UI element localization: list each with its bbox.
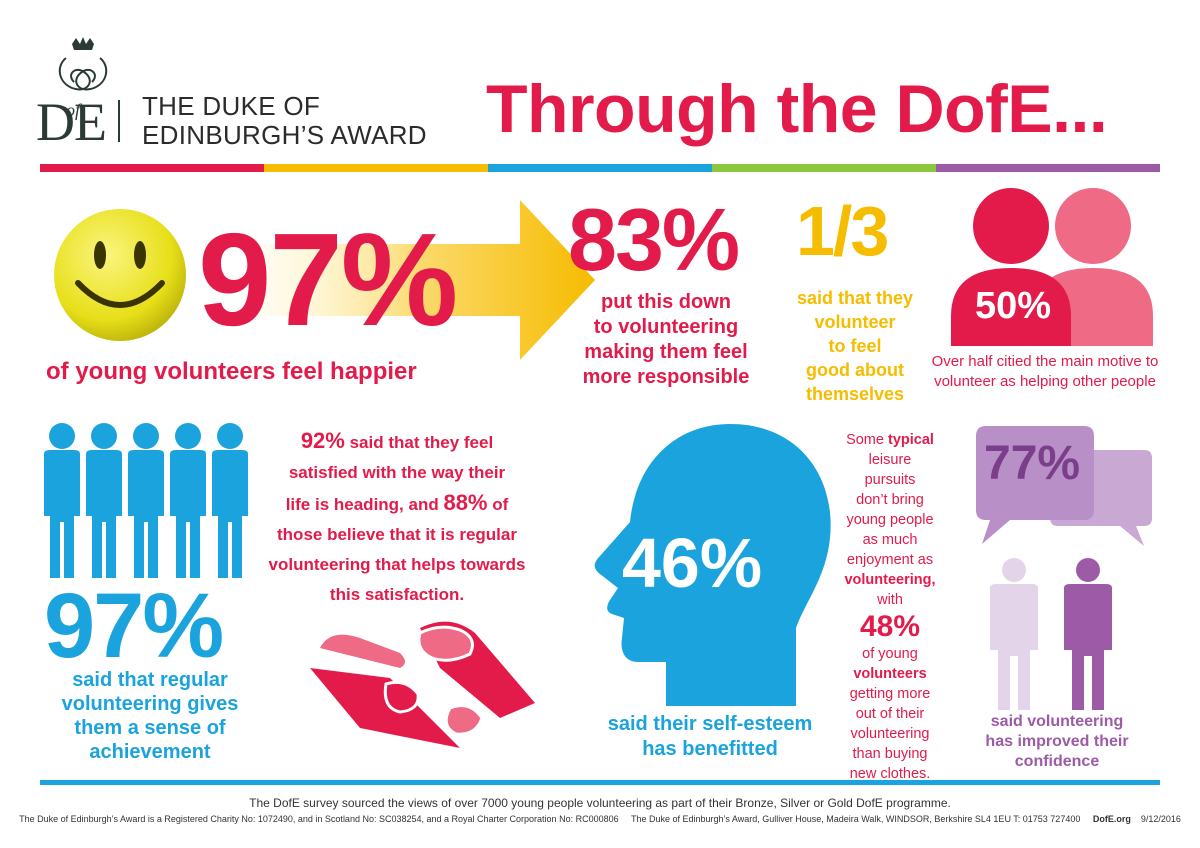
stat-responsible-caption: put this down to volunteering making the… (556, 290, 776, 390)
text-fragment: of (487, 495, 509, 514)
caption-line: making them feel (584, 341, 748, 363)
stat-happier-value: 97% (198, 206, 458, 353)
stripe-purple (936, 164, 1160, 172)
organisation-name-line2: EDINBURGH’S AWARD (142, 120, 427, 150)
footer-legal-charity: The Duke of Edinburgh’s Award is a Regis… (19, 814, 619, 824)
text-line: enjoyment as (846, 552, 934, 568)
footer-legal-address: The Duke of Edinburgh’s Award, Gulliver … (630, 814, 1081, 824)
stat-helping-caption: Over half citied the main motive to volu… (930, 352, 1160, 392)
text-line: getting more (849, 686, 931, 702)
footer-legal: The Duke of Edinburgh’s Award is a Regis… (0, 814, 1200, 824)
text-line: new clothes. (849, 766, 931, 782)
footer-survey-note: The DofE survey sourced the views of ove… (249, 796, 951, 810)
text-fragment: said that they feel (344, 433, 494, 452)
arrow-icon (250, 200, 595, 360)
text-fragment: life is heading, and (285, 495, 444, 514)
text-line: volunteering (850, 726, 930, 742)
people-group-icon (44, 423, 248, 578)
svg-text:D: D (36, 92, 75, 144)
stripe-yellow (264, 164, 488, 172)
caption-line: to feel (828, 336, 882, 356)
head-silhouette-icon (594, 424, 831, 706)
caption-line: said their self-esteem (607, 713, 813, 735)
stat-confidence-caption: said volunteering has improved their con… (962, 712, 1152, 772)
caption-line: achievement (89, 741, 211, 763)
smiley-face-icon (54, 209, 186, 341)
stripe-red (40, 164, 264, 172)
stat-responsible-value: 83% (568, 190, 740, 289)
svg-text:E: E (74, 92, 107, 144)
text-line: as much (862, 532, 918, 548)
stat-self-esteem-value: 46% (622, 524, 763, 602)
text-line: Some typical (832, 430, 948, 450)
caption-line: themselves (805, 384, 905, 404)
crown-cipher-icon: D E of (36, 37, 120, 152)
text-line: leisure (868, 452, 912, 468)
caption-line: said that they (796, 288, 914, 308)
two-persons-icon (990, 558, 1112, 710)
caption-line: said that regular (72, 669, 228, 691)
dofe-logo: D E of (36, 36, 131, 152)
text-line: volunteers (853, 666, 927, 682)
caption-line: Over half citied the main motive to (931, 353, 1159, 370)
caption-line: has improved their (985, 733, 1129, 750)
caption-line: more responsible (582, 366, 750, 388)
speech-bubbles-icon (976, 426, 1152, 546)
stat-helping-value: 50% (974, 285, 1052, 327)
text-line: 92% said that they feel (262, 426, 532, 458)
text-line: pursuits (864, 472, 916, 488)
text-line: than buying (852, 746, 928, 762)
text-line: young people (846, 512, 934, 528)
stripe-green (712, 164, 936, 172)
text-line: don’t bring (856, 492, 924, 508)
caption-line: volunteer as helping other people (934, 373, 1156, 390)
text-line: volunteering that helps towards (268, 555, 526, 574)
text-line: life is heading, and 88% of (262, 488, 532, 520)
stat-leisure-text: Some typical leisure pursuits don’t brin… (832, 430, 948, 784)
stat-happier-caption: of young volunteers feel happier (46, 358, 417, 385)
caption-line: has benefitted (642, 738, 778, 760)
footer-date: 9/12/2016 (1140, 814, 1181, 824)
text-fragment: typical (887, 432, 934, 448)
caption-line: volunteering gives (61, 693, 239, 715)
footer-website-link[interactable]: DofE.org (1092, 814, 1131, 824)
caption-line: them a sense of (74, 717, 226, 739)
stat-confidence-value: 77% (984, 437, 1081, 490)
text-line: volunteering, (844, 572, 936, 588)
stat-achievement-caption: said that regular volunteering gives the… (40, 668, 260, 764)
text-line: out of their (855, 706, 925, 722)
page-title: Through the DofE... (486, 71, 1108, 147)
text-fragment: Some (846, 432, 888, 448)
caption-line: confidence (1014, 753, 1100, 770)
caption-line: volunteer (814, 312, 896, 332)
organisation-name: THE DUKE OF EDINBURGH’S AWARD (142, 92, 427, 150)
stripe-blue (488, 164, 712, 172)
text-line: satisfied with the way their (288, 463, 506, 482)
text-line: of young (862, 646, 918, 662)
stat-leisure-value: 48% (859, 610, 921, 643)
organisation-name-line1: THE DUKE OF (142, 91, 321, 121)
stat-self-esteem-caption: said their self-esteem has benefitted (580, 712, 840, 762)
stat-satisfied-pct2: 88% (443, 490, 488, 515)
stat-feel-good-caption: said that they volunteer to feel good ab… (780, 286, 930, 406)
text-line: with (877, 592, 903, 608)
caption-line: good about (806, 360, 904, 380)
color-stripe-divider (40, 164, 1160, 172)
stat-feel-good-value: 1/3 (796, 192, 889, 270)
text-line: those believe that it is regular (277, 525, 517, 544)
two-people-icon (951, 188, 1153, 346)
footer-divider (40, 780, 1160, 785)
caption-line: said volunteering (990, 713, 1124, 730)
handshake-icon (310, 621, 535, 748)
caption-line: put this down (601, 291, 731, 313)
stat-achievement-value: 97% (44, 575, 224, 677)
caption-line: to volunteering (593, 316, 739, 338)
stat-satisfied-text: 92% said that they feel satisfied with t… (262, 426, 532, 610)
text-line: this satisfaction. (329, 585, 465, 604)
stat-satisfied-pct1: 92% (300, 428, 345, 453)
svg-text:of: of (66, 100, 83, 120)
